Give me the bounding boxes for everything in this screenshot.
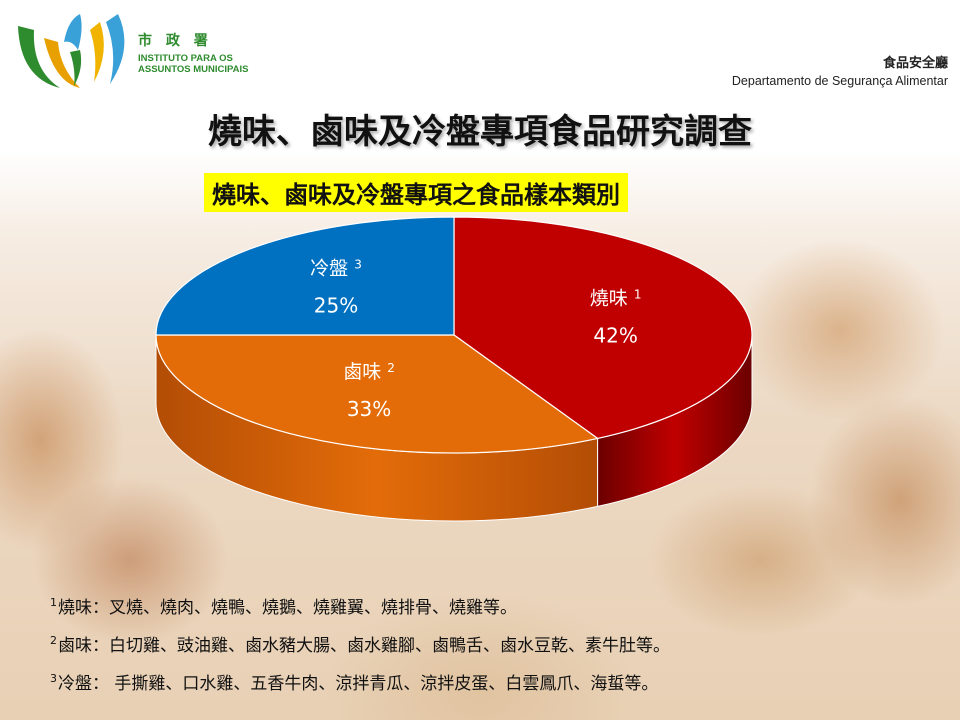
slice-value-1: 42% <box>593 324 637 348</box>
footnote-2: 2鹵味：白切雞、豉油雞、鹵水豬大腸、鹵水雞腳、鹵鴨舌、鹵水豆乾、素牛肚等。 <box>50 634 670 656</box>
department-label: 食品安全廳 Departamento de Segurança Alimenta… <box>732 52 948 88</box>
footnote-1: 1燒味：叉燒、燒肉、燒鴨、燒鵝、燒雞翼、燒排骨、燒雞等。 <box>50 596 517 618</box>
dept-cn: 食品安全廳 <box>882 55 948 70</box>
iam-logo <box>18 14 125 88</box>
slice-label-2: 鹵味 2 <box>343 361 395 383</box>
footnotes: 1燒味：叉燒、燒肉、燒鴨、燒鵝、燒雞翼、燒排骨、燒雞等。 2鹵味：白切雞、豉油雞… <box>50 584 670 698</box>
dept-pt: Departamento de Segurança Alimentar <box>731 74 948 88</box>
logo-pt-line1: INSTITUTO PARA OS <box>138 53 233 64</box>
footnote-3: 3冷盤： 手撕雞、口水雞、五香牛肉、涼拌青瓜、涼拌皮蛋、白雲鳳爪、海蜇等。 <box>50 672 659 694</box>
pie-slice-3 <box>155 216 455 336</box>
slice-value-3: 25% <box>314 293 358 317</box>
slice-label-3: 冷盤 3 <box>310 257 362 279</box>
slice-value-2: 33% <box>347 397 391 421</box>
logo-pt-line2: ASSUNTOS MUNICIPAIS <box>138 64 249 75</box>
logo-cn: 市 政 署 <box>138 32 213 48</box>
chart-title: 燒味、鹵味及冷盤專項之食品樣本類別 <box>204 173 628 212</box>
slide-title: 燒味、鹵味及冷盤專項食品研究調查 <box>208 112 752 152</box>
pie-slice-2 <box>155 334 600 454</box>
pie-slice-1 <box>453 216 753 440</box>
logo-text: 市 政 署 INSTITUTO PARA OS ASSUNTOS MUNICIP… <box>138 30 249 75</box>
slice-label-1: 燒味 1 <box>590 288 642 310</box>
